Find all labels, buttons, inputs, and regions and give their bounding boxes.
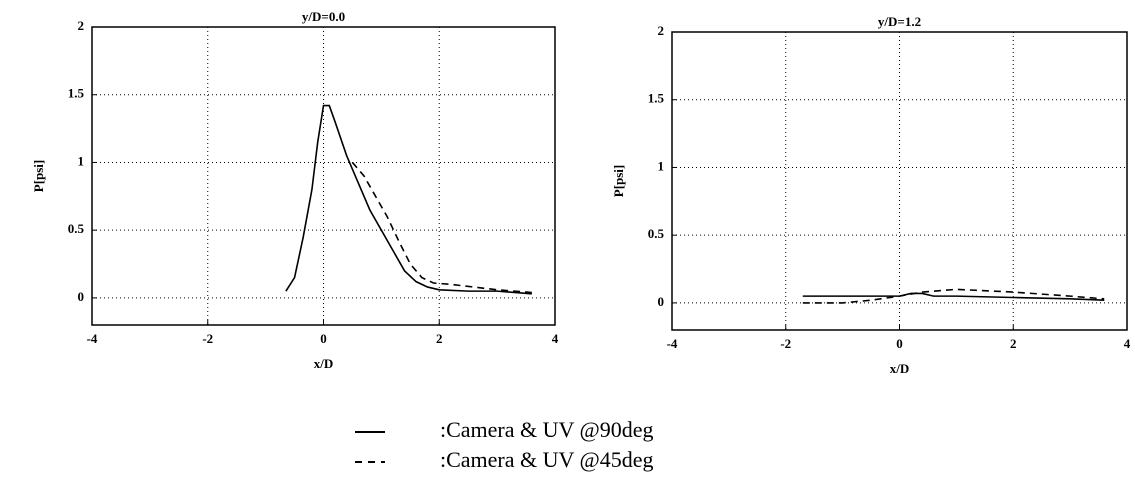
legend-label: :Camera & UV @45deg: [440, 447, 654, 472]
plot-frame: [91, 26, 556, 326]
y-axis-label: P[psi]: [31, 160, 46, 193]
y-tick-label: 1.5: [648, 91, 665, 106]
x-tick-label: 4: [552, 331, 559, 346]
y-tick-label: 1.5: [68, 86, 85, 101]
x-tick-label: -4: [87, 331, 98, 346]
x-tick-label: -2: [202, 331, 213, 346]
y-tick-label: 1: [78, 153, 85, 168]
y-tick-label: 0: [78, 289, 85, 304]
x-axis-label: x/D: [314, 356, 334, 371]
y-tick-label: 0.5: [648, 226, 665, 241]
y-tick-label: 0: [658, 294, 665, 309]
chart-title: y/D=0.0: [302, 9, 345, 24]
legend-label: :Camera & UV @90deg: [440, 417, 654, 442]
x-axis-label: x/D: [890, 361, 910, 376]
x-tick-label: 2: [1010, 336, 1017, 351]
x-tick-label: 0: [320, 331, 327, 346]
y-tick-label: 0.5: [68, 221, 85, 236]
plot-frame: [671, 31, 1128, 331]
y-tick-label: 2: [658, 23, 665, 38]
x-tick-label: 2: [436, 331, 443, 346]
data-line: [802, 292, 1105, 301]
data-line: [351, 161, 532, 294]
y-tick-label: 1: [658, 158, 665, 173]
y-tick-label: 2: [78, 18, 85, 33]
data-line: [285, 104, 532, 295]
data-line: [802, 288, 1105, 304]
x-tick-label: 0: [896, 336, 903, 351]
x-tick-label: -4: [667, 336, 678, 351]
chart-title: y/D=1.2: [878, 14, 921, 29]
y-axis-label: P[psi]: [611, 165, 626, 198]
x-tick-label: -2: [780, 336, 791, 351]
x-tick-label: 4: [1124, 336, 1131, 351]
